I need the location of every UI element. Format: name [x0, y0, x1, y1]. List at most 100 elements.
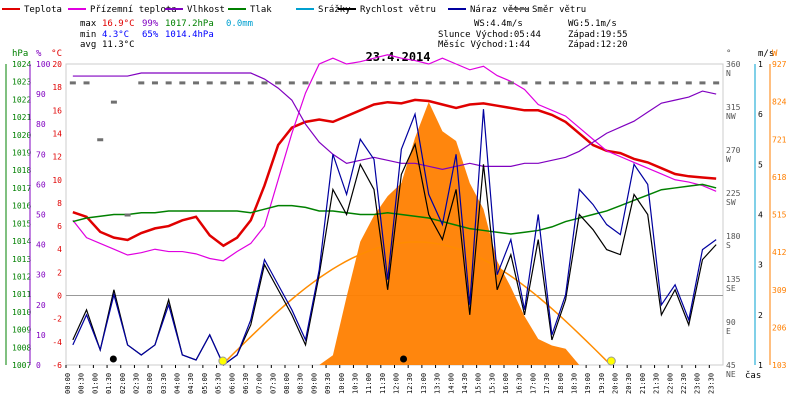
- sunrise-marker: [218, 356, 228, 366]
- legend-label-srazky: Srážky: [318, 5, 351, 15]
- axis-tick-deg: 270: [726, 146, 741, 155]
- wind-direction-point: [439, 81, 446, 85]
- wind-direction-point: [494, 81, 501, 85]
- axis-tick-ms: 3: [758, 261, 763, 270]
- legend-label-tlak: Tlak: [250, 5, 272, 15]
- axis-tick-c: 18: [52, 83, 62, 92]
- x-tick-label: 12:30: [406, 373, 414, 394]
- x-tick-label: 01:30: [105, 373, 113, 394]
- wind-direction-point: [247, 81, 254, 85]
- legend-label-naraz: Náraz větru: [470, 5, 530, 15]
- axis-tick-deg: 315: [726, 103, 741, 112]
- wind-direction-point: [302, 81, 309, 85]
- axis-tick-pct: 60: [36, 180, 46, 189]
- axis-tick-pct: 40: [36, 241, 46, 250]
- x-tick-label: 04:00: [174, 373, 182, 394]
- x-tick-label: 22:00: [666, 373, 674, 394]
- series-lines: [69, 54, 720, 366]
- stats-ws: WS:4.4m/s: [474, 19, 523, 29]
- x-tick-label: 13:30: [434, 373, 442, 394]
- stats-min-hum: 65%: [142, 30, 159, 40]
- axis-tick-hpa: 1016: [12, 202, 31, 211]
- axis-tick-c: -2: [52, 315, 62, 324]
- stats-wg: WG:5.1m/s: [568, 19, 617, 29]
- stats-min-label: min: [80, 30, 96, 40]
- stats-moon-rise: Měsíc Východ:1:44: [438, 40, 530, 50]
- wind-direction-point: [97, 138, 104, 142]
- x-tick-label: 07:30: [269, 373, 277, 394]
- x-tick-label: 14:00: [447, 373, 455, 394]
- axis-tick-hpa: 1023: [12, 78, 31, 87]
- axis-tick-deg: 90: [726, 318, 736, 327]
- wind-direction-point: [685, 81, 692, 85]
- axis-tick-pct: 80: [36, 120, 46, 129]
- wind-direction-point: [425, 81, 432, 85]
- wind-direction-point: [343, 81, 350, 85]
- axis-tick-w: 824: [772, 98, 787, 107]
- x-tick-label: 16:00: [502, 373, 510, 394]
- x-tick-label: 06:30: [242, 373, 250, 394]
- axis-dir-deg: NE: [726, 370, 736, 379]
- moonrise-marker: [109, 355, 117, 363]
- legend-label-smer: Směr větru: [532, 5, 586, 15]
- stats-block: max 16.9°C 99% 1017.2hPa 0.0mm min 4.3°C…: [80, 19, 628, 50]
- x-tick-label: 18:30: [570, 373, 578, 394]
- axis-tick-hpa: 1021: [12, 113, 31, 122]
- axis-tick-deg: 135: [726, 275, 741, 284]
- axis-dir-deg: SE: [726, 284, 736, 293]
- x-tick-label: 19:00: [584, 373, 592, 394]
- axis-tick-ms: 1: [758, 60, 763, 69]
- x-tick-label: 02:30: [132, 373, 140, 394]
- wind-direction-point: [138, 81, 145, 85]
- x-tick-label: 06:00: [228, 373, 236, 394]
- axis-tick-pct: 20: [36, 301, 46, 310]
- wind-direction-point: [589, 81, 596, 85]
- wind-direction-point: [151, 81, 158, 85]
- legend: Teplota Přízemní teplota Vlhkost Tlak Srážky…: [2, 5, 586, 15]
- wind-direction-point: [179, 81, 186, 85]
- axis-tick-pct: 10: [36, 331, 46, 340]
- axis-tick-pct: 50: [36, 211, 46, 220]
- wind-direction-point: [234, 81, 241, 85]
- x-tick-label: 08:30: [297, 373, 305, 394]
- axis-tick-pct: 100: [36, 60, 51, 69]
- axis-tick-w: 927: [772, 60, 787, 69]
- axis-tick-deg: 360: [726, 60, 741, 69]
- axis-tick-w: 618: [772, 173, 787, 182]
- axis-tick-c: 10: [52, 176, 62, 185]
- axis-tick-ms: 5: [758, 160, 763, 169]
- x-tick-label: 05:00: [201, 373, 209, 394]
- wind-direction-point: [329, 81, 336, 85]
- x-tick-label: 22:30: [680, 373, 688, 394]
- wind-direction-point: [507, 81, 514, 85]
- axis-tick-hpa: 1020: [12, 131, 31, 140]
- wind-direction-point: [110, 100, 117, 104]
- axis-tick-hpa: 1019: [12, 149, 31, 158]
- wind-direction-point: [658, 81, 665, 85]
- wind-direction-point: [562, 81, 569, 85]
- x-tick-label: 16:30: [516, 373, 524, 394]
- wind-direction-point: [535, 81, 542, 85]
- axis-label-ms: m/s: [758, 49, 774, 59]
- x-tick-label: 18:00: [557, 373, 565, 394]
- axis-tick-hpa: 1014: [12, 237, 31, 246]
- x-tick-label: 15:00: [475, 373, 483, 394]
- x-tick-label: 20:30: [625, 373, 633, 394]
- stats-avg-label: avg: [80, 40, 96, 50]
- x-tick-label: 00:00: [64, 373, 72, 394]
- axis-tick-hpa: 1018: [12, 166, 31, 175]
- axis-tick-ms: 1: [758, 361, 763, 370]
- axis-tick-ms: 4: [758, 211, 763, 220]
- axis-tick-hpa: 1022: [12, 95, 31, 104]
- axis-tick-w: 206: [772, 323, 787, 332]
- x-tick-label: 17:00: [529, 373, 537, 394]
- wind-direction-point: [603, 81, 610, 85]
- legend-label-teplota: Teplota: [24, 5, 62, 15]
- axis-tick-ms: 2: [758, 311, 763, 320]
- wind-direction-point: [548, 81, 555, 85]
- wind-direction-point: [576, 81, 583, 85]
- x-tick-label: 12:00: [393, 373, 401, 394]
- wind-direction-point: [453, 81, 460, 85]
- axis-dir-deg: S: [726, 241, 731, 250]
- wind-direction-point: [521, 81, 528, 85]
